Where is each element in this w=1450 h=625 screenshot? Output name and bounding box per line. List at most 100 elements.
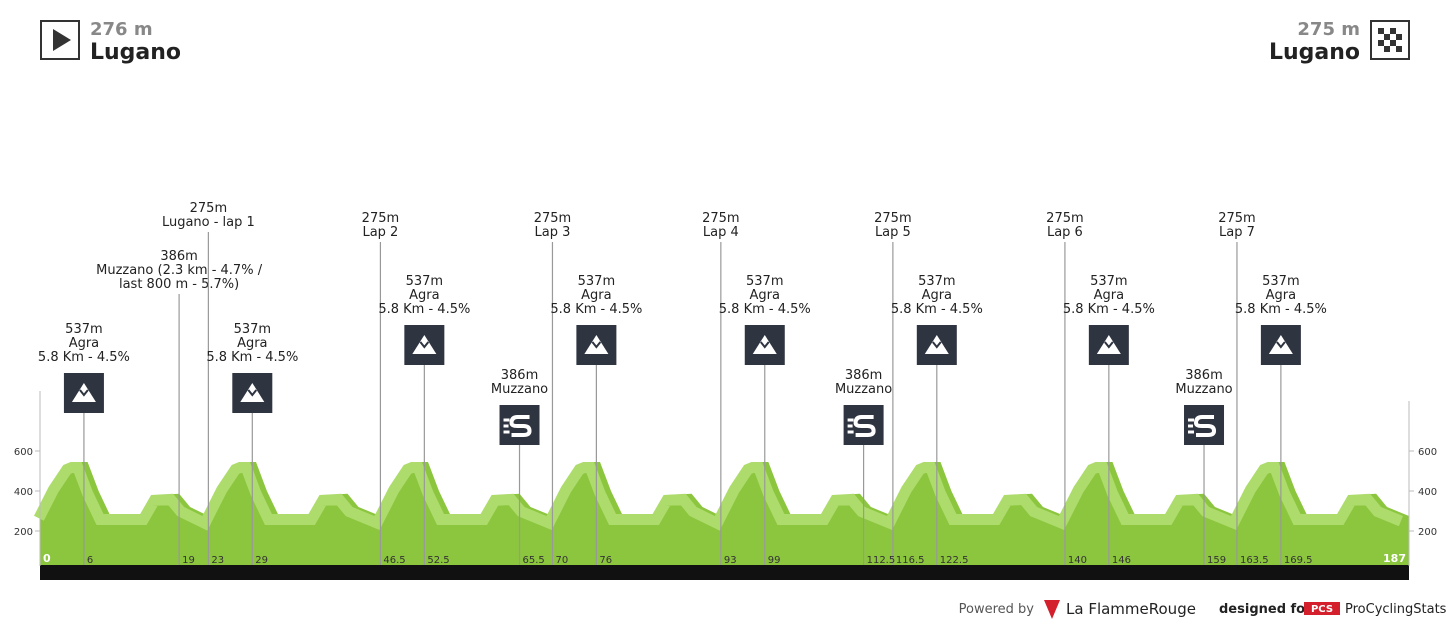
marker-elevation: 386m [501, 368, 538, 383]
marker-label: 5.8 Km - 4.5% [719, 302, 811, 317]
marker-elevation: 537m [918, 274, 955, 289]
sprint-lines [847, 418, 854, 434]
marker-elevation: 275m [362, 211, 399, 226]
marker-label: Lugano - lap 1 [162, 215, 255, 230]
pcs-logo [1304, 602, 1340, 615]
brand: La FlammeRouge [1066, 600, 1196, 618]
climb-glyph [412, 335, 437, 354]
y-tick-label: 200 [14, 527, 33, 538]
marker-label: Agra [750, 288, 780, 303]
x-tick-label: 19 [182, 555, 195, 566]
x-tick-label: 140 [1068, 555, 1087, 566]
marker-elevation: 537m [578, 274, 615, 289]
marker-elevation: 275m [534, 211, 571, 226]
marker-label: Muzzano [1175, 382, 1232, 397]
marker-label: Agra [409, 288, 439, 303]
climb-snow [419, 341, 430, 349]
marker-label: Agra [237, 336, 267, 351]
marker-elevation: 537m [406, 274, 443, 289]
marker-label: 5.8 Km - 4.5% [378, 302, 470, 317]
climb-snow [932, 341, 942, 349]
climb-glyph [584, 335, 609, 354]
x-tick-label: 65.5 [523, 555, 545, 566]
marker-label: 5.8 Km - 4.5% [550, 302, 642, 317]
y-tick-label: 400 [14, 487, 33, 498]
climb-snow [1104, 341, 1114, 349]
start-icon [40, 20, 80, 60]
sprint-s [853, 415, 876, 437]
start-arrow [53, 29, 71, 51]
marker-elevation: 537m [746, 274, 783, 289]
marker-label: 5.8 Km - 4.5% [1063, 302, 1155, 317]
marker-label: Lap 5 [875, 225, 911, 240]
marker-label: Lap 4 [703, 225, 739, 240]
x-tick-label: 112.5 [867, 555, 896, 566]
x-tick-label: 116.5 [896, 555, 925, 566]
site: ProCyclingStats [1345, 602, 1447, 617]
start-elevation: 276 m [90, 19, 153, 40]
marker-elevation: 275m [874, 211, 911, 226]
marker-label: 5.8 Km - 4.5% [38, 350, 130, 365]
pcs: PCS [1311, 604, 1333, 615]
marker-elevation: 386m [160, 249, 197, 264]
marker-label: Muzzano [491, 382, 548, 397]
x-tick-label: 159 [1207, 555, 1226, 566]
y-tick-label: 600 [14, 447, 33, 458]
marker-label: last 800 m - 5.7%) [119, 277, 239, 292]
x-tick-label: 23 [211, 555, 224, 566]
climb-snow [1276, 341, 1286, 349]
x-tick-label: 99 [768, 555, 781, 566]
marker-label: Agra [581, 288, 611, 303]
x-tick-label: 93 [724, 555, 737, 566]
profile-highlight [34, 462, 1403, 531]
marker-label: Muzzano [835, 382, 892, 397]
marker-elevation: 537m [1090, 274, 1127, 289]
climb-glyph [752, 335, 777, 354]
marker-label: Lap 7 [1219, 225, 1255, 240]
climb-glyph [240, 383, 265, 402]
sprint-s [509, 415, 532, 437]
climb-glyph [924, 335, 949, 354]
marker-label: Agra [69, 336, 99, 351]
climb-snow [759, 341, 770, 349]
climb-snow [591, 341, 602, 349]
sprint-lines [503, 418, 510, 434]
marker-elevation: 537m [234, 322, 271, 337]
marker-elevation: 275m [1218, 211, 1255, 226]
climb-glyph [71, 383, 96, 402]
marker-label: Agra [1094, 288, 1124, 303]
marker-label: Agra [922, 288, 952, 303]
marker-label: 5.8 Km - 4.5% [206, 350, 298, 365]
powered-by: Powered by [959, 602, 1035, 617]
start-name: Lugano [90, 40, 181, 65]
y-tick-label: 200 [1418, 527, 1437, 538]
y-tick-label: 600 [1418, 447, 1437, 458]
marker-label: Lap 2 [362, 225, 398, 240]
sprint-lines [1188, 418, 1195, 434]
x-tick-label: 70 [555, 555, 568, 566]
marker-label: Lap 6 [1047, 225, 1083, 240]
x-tick-label: 122.5 [940, 555, 969, 566]
x-tick-label: 163.5 [1240, 555, 1269, 566]
marker-elevation: 275m [1046, 211, 1083, 226]
marker-label: 5.8 Km - 4.5% [891, 302, 983, 317]
x-tick-label: 29 [255, 555, 268, 566]
marker-elevation: 386m [845, 368, 882, 383]
sprint-s [1194, 415, 1217, 437]
x-tick-label: 169.5 [1284, 555, 1313, 566]
